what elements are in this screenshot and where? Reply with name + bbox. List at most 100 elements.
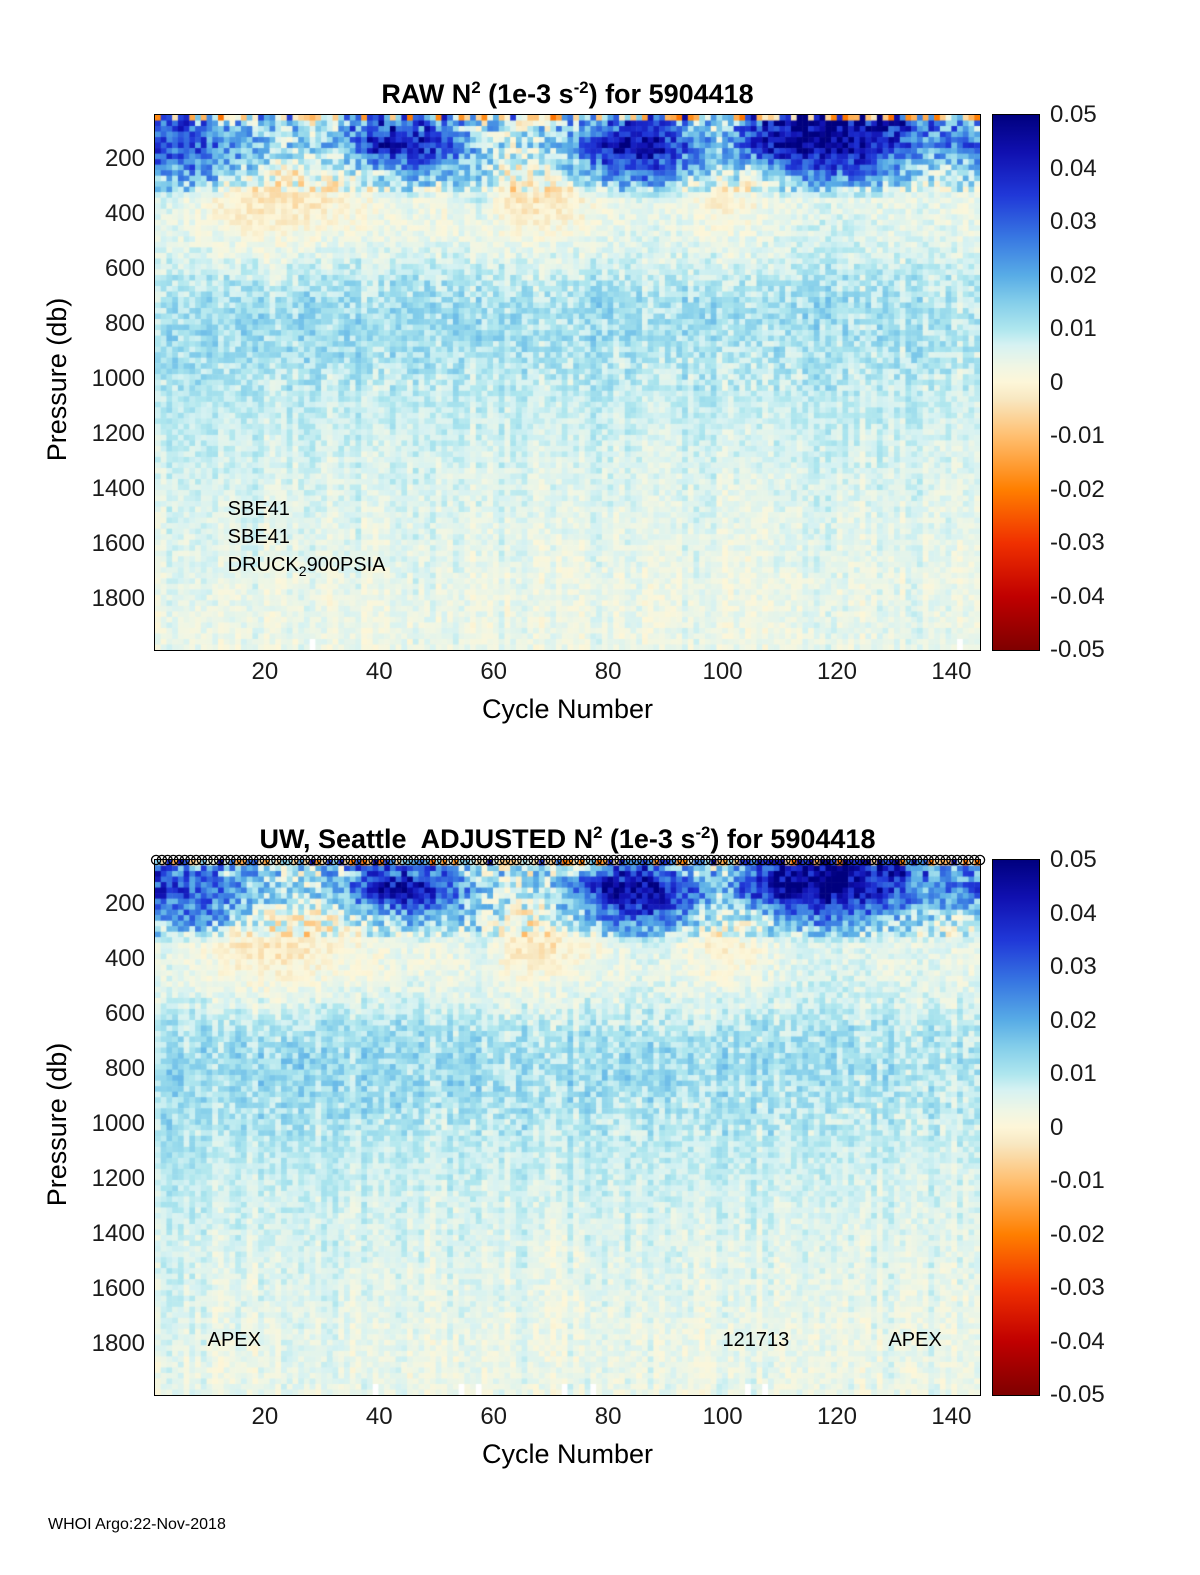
cycle-marker-circle: [785, 854, 797, 866]
cycle-marker-circle: [374, 854, 385, 866]
cycle-marker-circle: [316, 854, 328, 866]
colorbar-tick-label: 0: [1050, 1113, 1064, 1141]
cycle-marker-circle: [288, 854, 299, 866]
x-tick-label: 140: [931, 658, 972, 685]
title-text: ) for 5904418: [588, 79, 754, 109]
plot-annotation: APEX: [207, 1329, 261, 1352]
cycle-marker-circle: [557, 854, 568, 866]
cycle-marker-circle: [168, 854, 179, 866]
colorbar-tick-label: -0.05: [1050, 636, 1105, 663]
cycle-marker-circle: [894, 854, 906, 866]
cycle-marker-circle: [425, 854, 437, 866]
colorbar-tick-label: 0.05: [1050, 101, 1097, 128]
cycle-marker-circle: [391, 854, 402, 866]
cycle-marker-circle: [906, 854, 917, 866]
y-tick-label: 800: [104, 1055, 145, 1083]
cycle-marker-circle: [940, 854, 951, 866]
cycle-marker-circle: [620, 854, 631, 866]
cycle-marker-circle: [534, 854, 545, 866]
plot-annotation: SBE41: [227, 525, 290, 548]
cycle-marker-circle: [911, 854, 923, 866]
x-tick-label: 40: [365, 658, 393, 685]
cycle-marker-circle: [602, 854, 614, 866]
cycle-marker-circle: [660, 854, 671, 866]
title-superscript: -2: [695, 823, 711, 842]
x-tick-label: 100: [702, 658, 743, 685]
cycle-marker-circle: [745, 854, 757, 866]
cycle-marker-circle: [597, 854, 608, 866]
cycle-marker-circle: [928, 854, 940, 866]
cycle-marker-circle: [808, 854, 820, 866]
title-text: ) for 5904418: [710, 824, 876, 854]
cycle-marker-circle: [322, 854, 334, 866]
cycle-marker-circle: [494, 854, 505, 866]
colorbar-adjusted: [992, 859, 1040, 1396]
cycle-marker-circle: [642, 854, 654, 866]
cycle-marker-circle: [648, 854, 660, 866]
y-tick-label: 600: [104, 255, 145, 283]
colorbar-tick-label: 0.02: [1050, 261, 1097, 289]
cycle-marker-circle: [465, 854, 477, 866]
cycle-marker-circle: [837, 854, 848, 866]
cycle-marker-circle: [682, 854, 694, 866]
cycle-marker-circle: [230, 854, 242, 866]
cycle-marker-circle: [608, 854, 620, 866]
cycle-marker-circle: [219, 854, 231, 866]
title-text: (1e-3 s: [480, 79, 574, 109]
cycle-marker-circle: [814, 854, 826, 866]
cycle-marker-circle: [860, 854, 871, 866]
cycle-marker-circle: [923, 854, 934, 866]
cycle-marker-circle: [522, 854, 534, 866]
x-axis-label-adjusted: Cycle Number: [481, 1439, 654, 1469]
colorbar-tick-label: -0.03: [1050, 529, 1105, 556]
cycle-marker-circle: [585, 854, 597, 866]
cycle-marker-circle: [293, 854, 305, 866]
colorbar-tick-label: 0.01: [1050, 315, 1097, 342]
cycle-marker-circle: [517, 854, 528, 866]
cycle-marker-circle: [568, 854, 580, 866]
cycle-marker-circle: [213, 854, 225, 866]
colorbar-tick-label: -0.04: [1050, 1327, 1105, 1355]
cycle-marker-circle: [431, 854, 442, 866]
cycle-marker-circle: [974, 854, 986, 866]
cycle-marker-circle: [951, 854, 963, 866]
cycle-marker-circle: [957, 854, 969, 866]
colorbar-tick-label: 0.04: [1050, 899, 1097, 927]
y-tick-label: 1200: [91, 420, 145, 448]
x-tick-label: 20: [251, 1403, 279, 1430]
cycle-markers: [150, 854, 986, 866]
colorbar-tick-label: 0.03: [1050, 208, 1097, 235]
cycle-marker-circle: [408, 854, 419, 866]
plot-annotation: APEX: [888, 1329, 942, 1352]
x-tick-label: 80: [594, 658, 622, 685]
cycle-marker-circle: [545, 854, 557, 866]
cycle-marker-circle: [539, 854, 551, 866]
cycle-marker-circle: [723, 854, 734, 866]
colorbar-tick-label: -0.02: [1050, 1220, 1105, 1248]
x-tick-label: 140: [931, 1403, 972, 1430]
cycle-marker-circle: [797, 854, 808, 866]
colorbar-tick-label: 0: [1050, 368, 1064, 396]
cycle-marker-circle: [900, 854, 911, 866]
cycle-marker-circle: [677, 854, 688, 866]
y-tick-label: 1400: [91, 1220, 145, 1248]
cycle-marker-circle: [625, 854, 637, 866]
x-tick-label: 40: [365, 1403, 393, 1430]
cycle-marker-circle: [780, 854, 791, 866]
cycle-marker-circle: [328, 854, 339, 866]
cycle-marker-circle: [831, 854, 843, 866]
colorbar-tick-label: 0.01: [1050, 1060, 1097, 1087]
cycle-marker-circle: [385, 854, 396, 866]
cycle-marker-circle: [774, 854, 786, 866]
cycle-marker-circle: [665, 854, 677, 866]
y-tick-label: 1600: [91, 1275, 145, 1303]
colorbar-raw: [992, 114, 1040, 651]
cycle-marker-circle: [877, 854, 888, 866]
cycle-marker-circle: [505, 854, 517, 866]
y-tick-label: 1400: [91, 475, 145, 503]
cycle-marker-circle: [511, 854, 522, 866]
cycle-marker-circle: [276, 854, 288, 866]
cycle-marker-circle: [705, 854, 717, 866]
cycle-marker-circle: [866, 854, 877, 866]
x-axis-label-raw: Cycle Number: [481, 694, 654, 724]
